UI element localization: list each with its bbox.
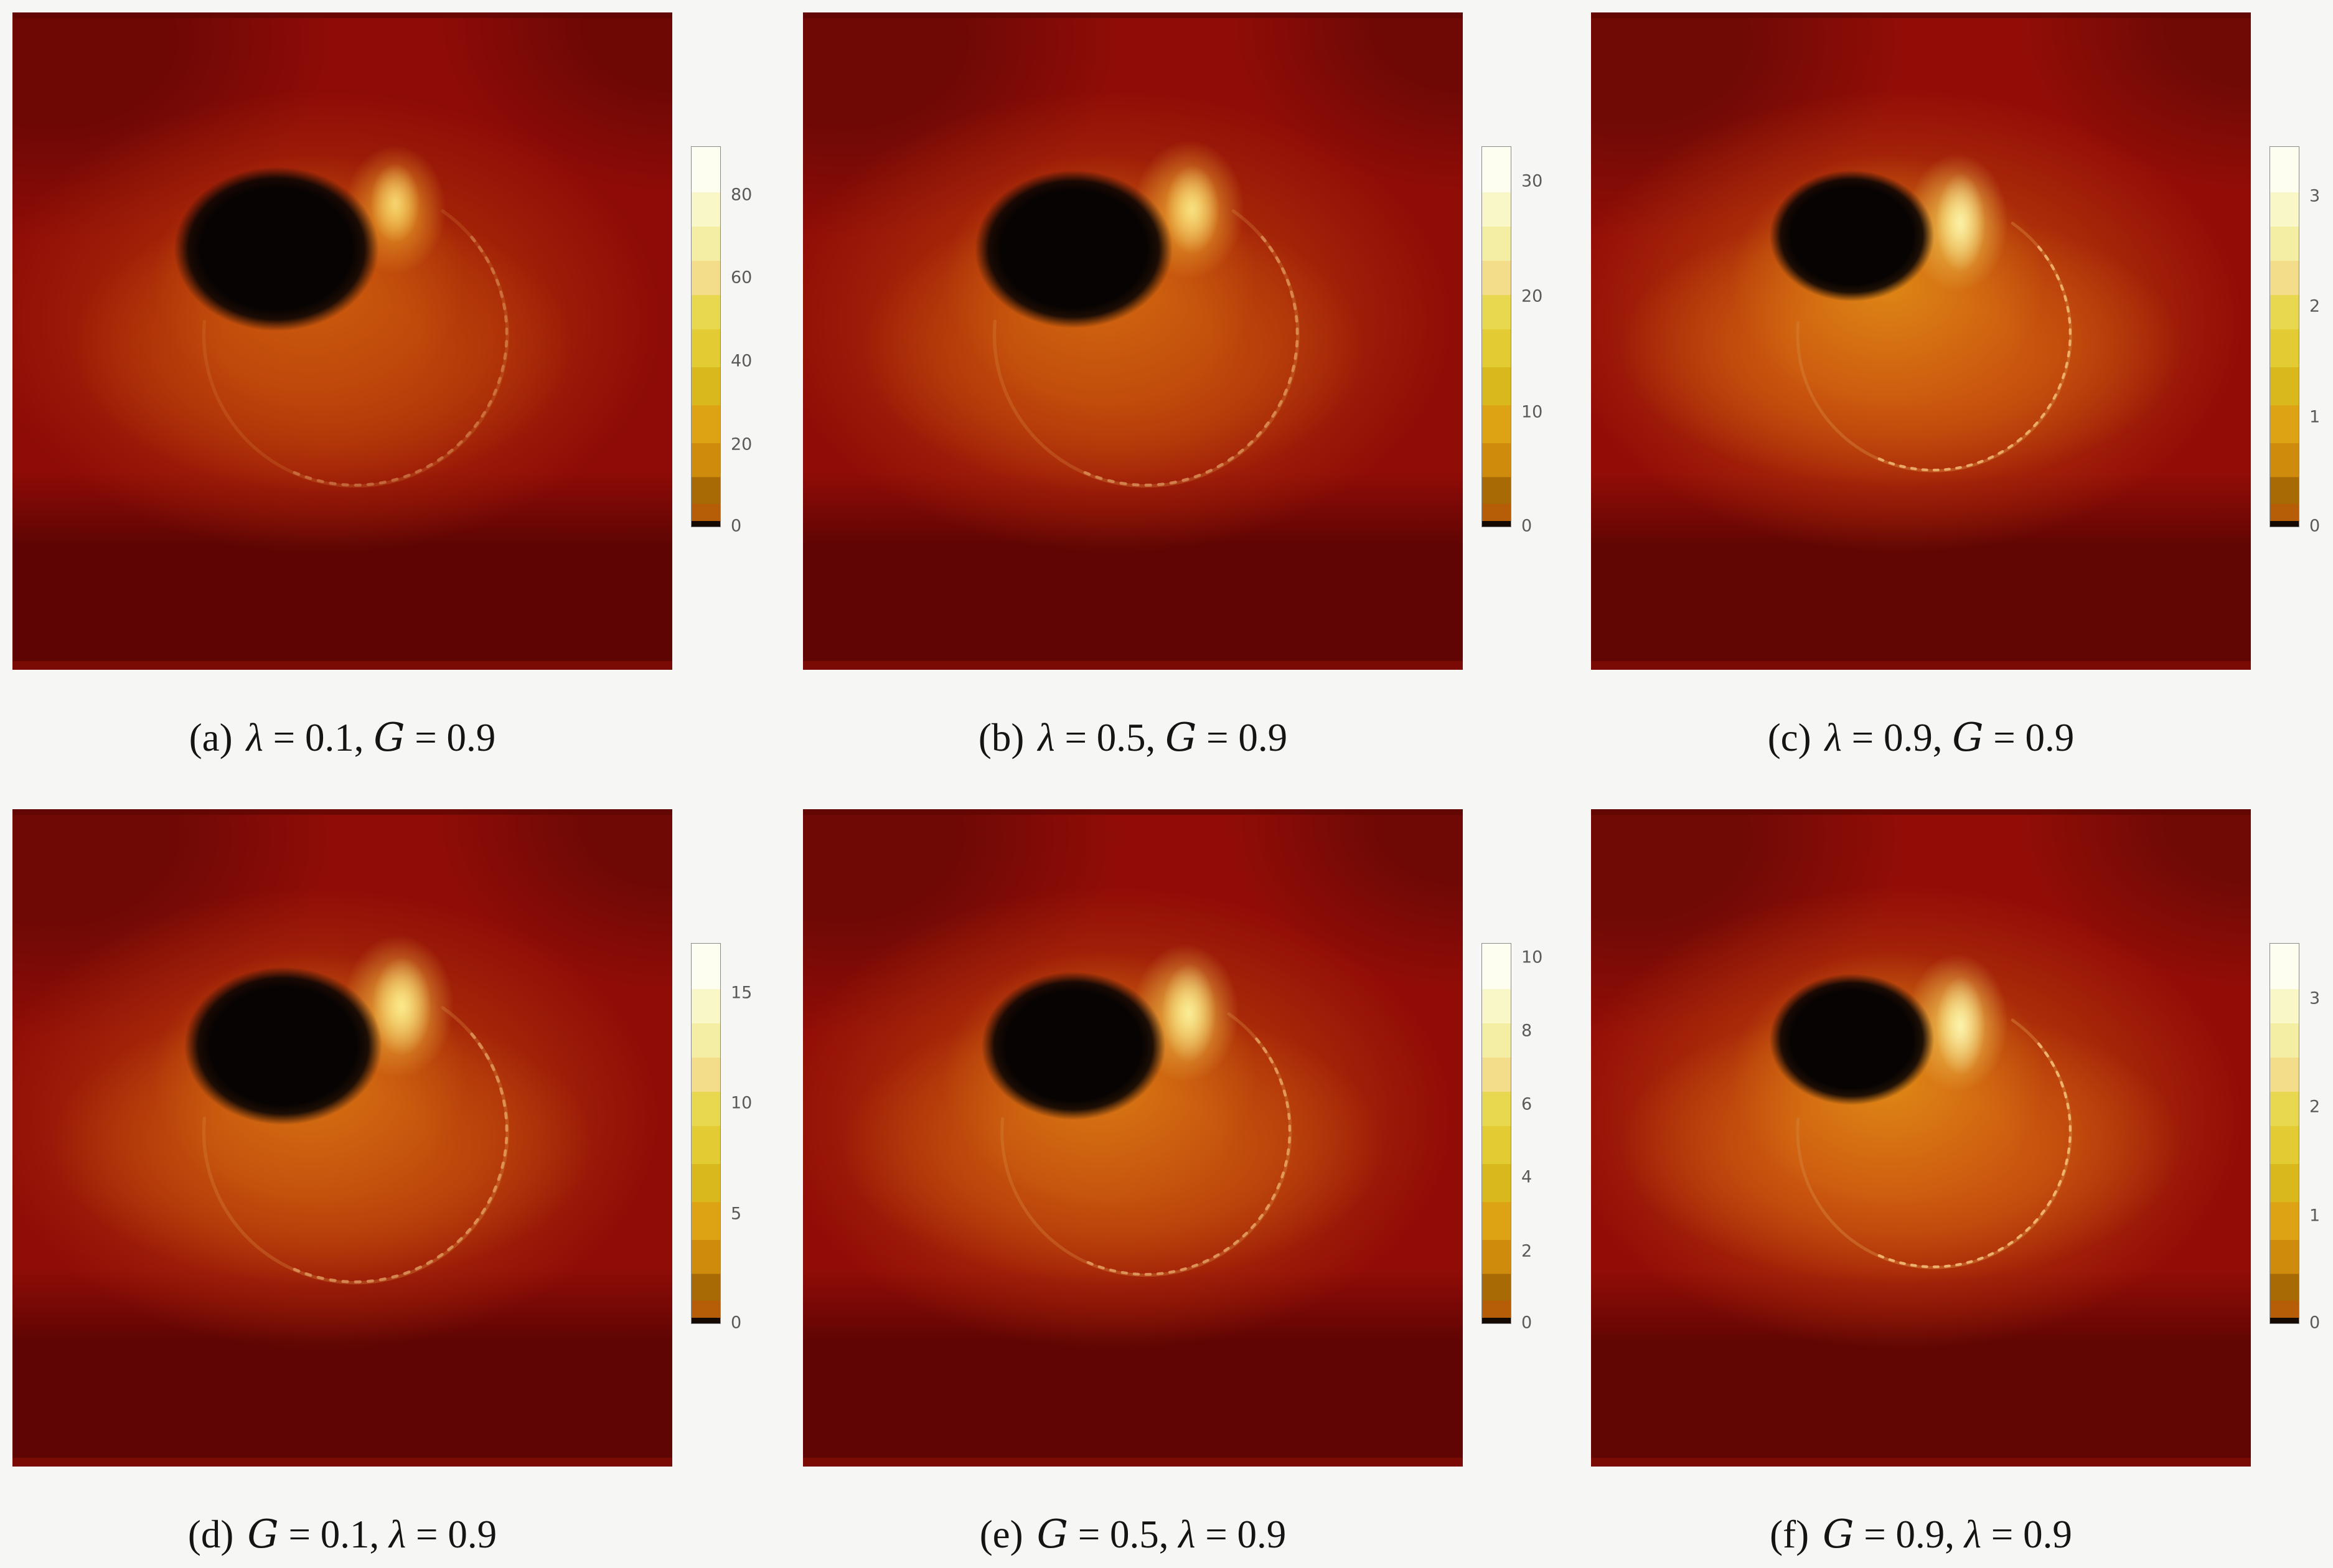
colorbar-tick: 3 — [2309, 186, 2321, 206]
heatmap-c — [1591, 12, 2251, 670]
caption-index: (f) — [1770, 1513, 1810, 1556]
colorbar-tick: 2 — [2309, 1097, 2321, 1117]
colorbar-ticks: 0 20 40 60 80 — [691, 146, 784, 534]
figure-cell-e: 0 2 4 6 8 10 (e) G = 0.5, λ = 0.9 — [803, 809, 1581, 1568]
heatmap-d — [12, 809, 672, 1467]
heatmap-b — [803, 12, 1463, 670]
colorbar-f: 0 1 2 3 — [2270, 943, 2333, 1331]
photon-ring-arc — [202, 209, 509, 488]
colorbar-tick: 30 — [1521, 171, 1543, 191]
black-hole-shadow — [1769, 974, 1935, 1106]
black-hole-shadow — [1769, 170, 1935, 302]
black-hole-shadow — [981, 972, 1166, 1120]
colorbar-tick: 0 — [1521, 516, 1533, 536]
colorbar-tick: 6 — [1521, 1094, 1533, 1114]
colorbar-b: 0 10 20 30 — [1481, 146, 1575, 534]
caption-math: G = 0.1, λ = 0.9 — [247, 1511, 497, 1557]
colorbar-tick: 4 — [1521, 1167, 1533, 1187]
photon-ring-arc — [202, 1006, 509, 1285]
caption-math: λ = 0.5, G = 0.9 — [1038, 715, 1288, 760]
panel-caption-c: (c) λ = 0.9, G = 0.9 — [1591, 715, 2251, 761]
black-hole-shadow — [974, 170, 1173, 328]
colorbar-ticks: 0 1 2 3 — [2270, 146, 2333, 534]
colorbar-tick: 10 — [731, 1093, 753, 1113]
colorbar-tick: 2 — [2309, 296, 2321, 316]
colorbar-tick: 8 — [1521, 1021, 1533, 1041]
colorbar-tick: 0 — [1521, 1313, 1533, 1333]
panel-caption-d: (d) G = 0.1, λ = 0.9 — [12, 1511, 672, 1557]
black-hole-shadow — [184, 967, 382, 1125]
caption-math: λ = 0.1, G = 0.9 — [246, 715, 496, 760]
colorbar-c: 0 1 2 3 — [2270, 146, 2333, 534]
black-hole-shadow — [174, 167, 379, 332]
photon-ring-arc — [992, 209, 1300, 488]
colorbar-tick: 60 — [731, 268, 753, 288]
colorbar-tick: 0 — [731, 1313, 742, 1333]
colorbar-tick: 0 — [2309, 1313, 2321, 1333]
colorbar-tick: 10 — [1521, 947, 1543, 967]
colorbar-ticks: 0 10 20 30 — [1481, 146, 1575, 534]
colorbar-tick: 20 — [1521, 286, 1543, 306]
figure-cell-b: 0 10 20 30 (b) λ = 0.5, G = 0.9 — [803, 12, 1581, 784]
colorbar-tick: 0 — [2309, 516, 2321, 536]
colorbar-gradient — [1481, 146, 1511, 527]
colorbar-gradient — [691, 146, 721, 527]
panel-caption-e: (e) G = 0.5, λ = 0.9 — [803, 1511, 1463, 1557]
colorbar-tick: 3 — [2309, 988, 2321, 1008]
panel-caption-a: (a) λ = 0.1, G = 0.9 — [12, 715, 672, 761]
caption-math: λ = 0.9, G = 0.9 — [1824, 715, 2075, 760]
colorbar-tick: 2 — [1521, 1241, 1533, 1261]
colorbar-tick: 1 — [2309, 407, 2321, 427]
caption-math: G = 0.5, λ = 0.9 — [1036, 1511, 1287, 1557]
colorbar-gradient — [2270, 146, 2299, 527]
caption-index: (b) — [978, 716, 1025, 759]
colorbar-a: 0 20 40 60 80 — [691, 146, 784, 534]
photon-ring-arc — [1796, 222, 2073, 472]
figure-cell-a: 0 20 40 60 80 (a) λ = 0.1, G = 0.9 — [12, 12, 791, 784]
heatmap-f — [1591, 809, 2251, 1467]
colorbar-tick: 80 — [731, 185, 753, 205]
photon-ring-arc — [1796, 1018, 2073, 1269]
heatmap-a — [12, 12, 672, 670]
colorbar-d: 0 5 10 15 — [691, 943, 784, 1331]
colorbar-tick: 1 — [2309, 1206, 2321, 1226]
heatmap-e — [803, 809, 1463, 1467]
caption-index: (a) — [189, 716, 233, 759]
panel-caption-b: (b) λ = 0.5, G = 0.9 — [803, 715, 1463, 761]
colorbar-e: 0 2 4 6 8 10 — [1481, 943, 1575, 1331]
colorbar-tick: 10 — [1521, 402, 1543, 422]
photon-ring-arc — [1000, 1012, 1292, 1277]
colorbar-ticks: 0 5 10 15 — [691, 943, 784, 1331]
colorbar-gradient — [691, 943, 721, 1324]
figure-cell-d: 0 5 10 15 (d) G = 0.1, λ = 0.9 — [12, 809, 791, 1568]
colorbar-ticks: 0 1 2 3 — [2270, 943, 2333, 1331]
figure-cell-f: 0 1 2 3 (f) G = 0.9, λ = 0.9 — [1591, 809, 2333, 1568]
colorbar-tick: 5 — [731, 1204, 742, 1224]
figure-cell-c: 0 1 2 3 (c) λ = 0.9, G = 0.9 — [1591, 12, 2333, 784]
caption-index: (c) — [1767, 716, 1811, 759]
colorbar-gradient — [2270, 943, 2299, 1324]
caption-math: G = 0.9, λ = 0.9 — [1823, 1511, 2072, 1557]
caption-index: (e) — [979, 1513, 1023, 1556]
panel-caption-f: (f) G = 0.9, λ = 0.9 — [1591, 1511, 2251, 1557]
colorbar-tick: 20 — [731, 434, 753, 454]
colorbar-tick: 15 — [731, 983, 753, 1003]
colorbar-tick: 0 — [731, 516, 742, 536]
colorbar-ticks: 0 2 4 6 8 10 — [1481, 943, 1575, 1331]
colorbar-gradient — [1481, 943, 1511, 1324]
caption-index: (d) — [187, 1513, 234, 1556]
colorbar-tick: 40 — [731, 351, 753, 371]
